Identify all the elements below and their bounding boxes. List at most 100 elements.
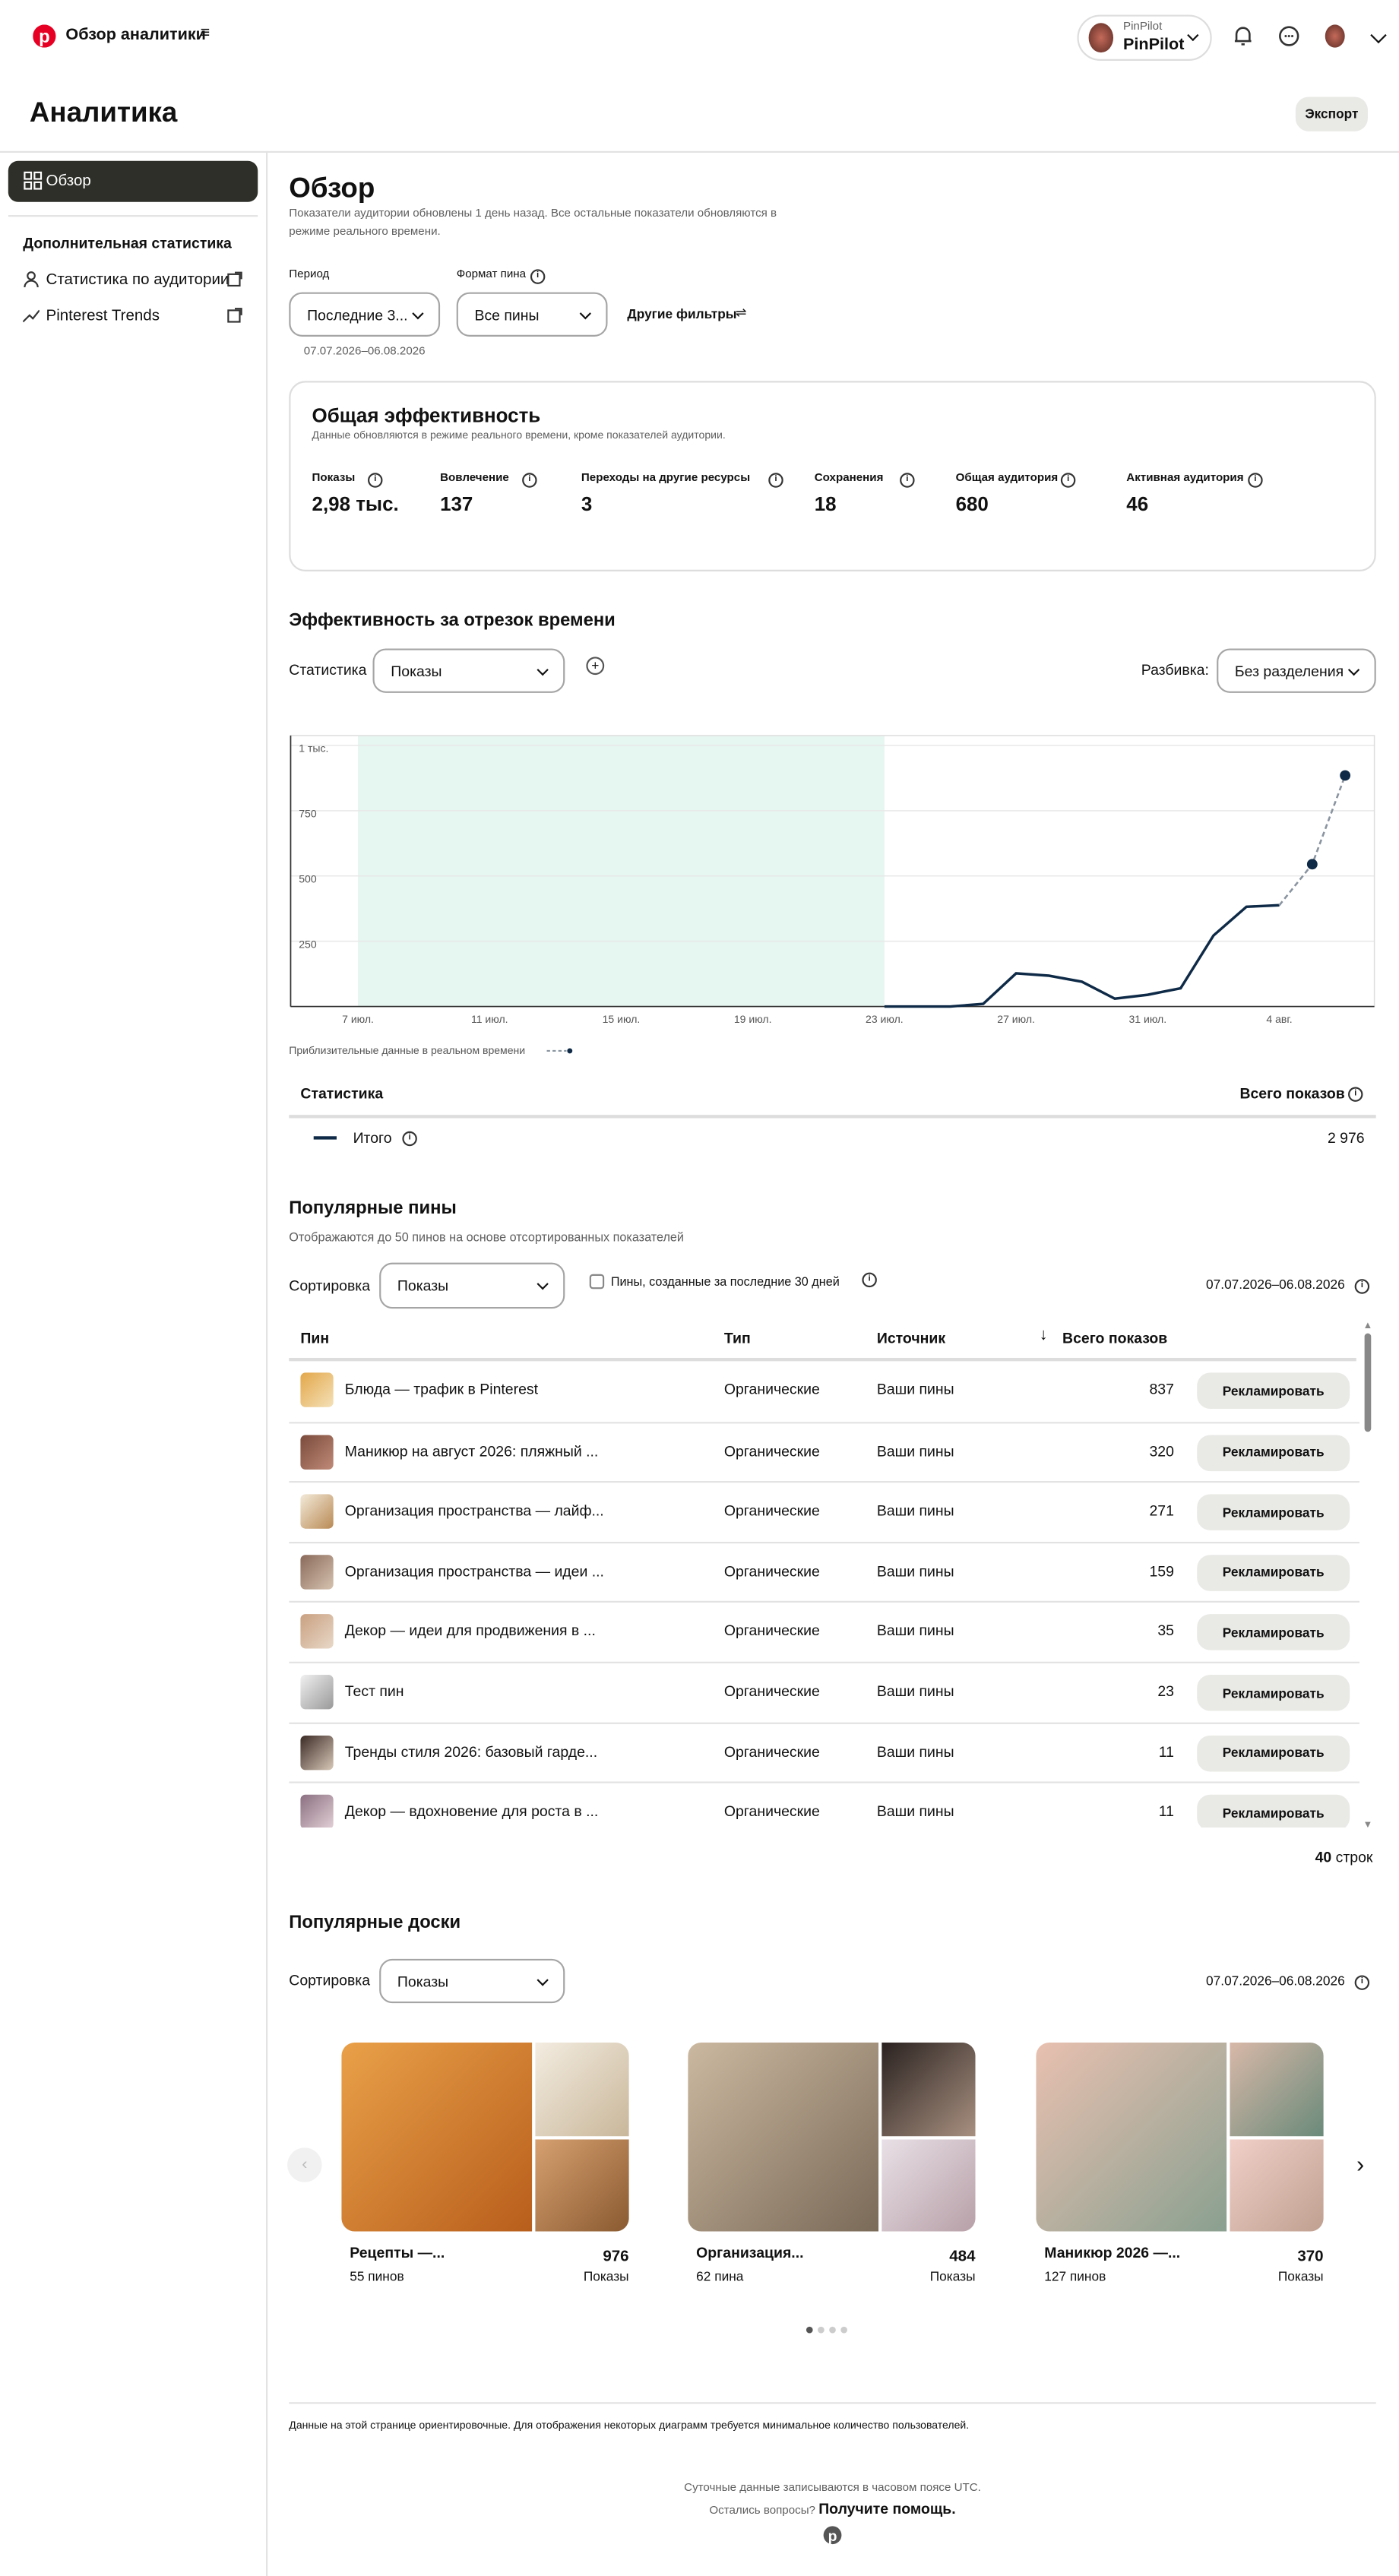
nav-overview[interactable]: Обзор [46,172,91,191]
divider [289,2402,1376,2404]
promote-button[interactable]: Рекламировать [1197,1494,1350,1531]
board-pins: 55 пинов [350,2269,404,2284]
expand[interactable] [1370,27,1387,44]
checkbox[interactable] [589,1274,605,1290]
pin-name[interactable]: Маникюр на август 2026: пляжный ... [344,1442,599,1460]
pin-name[interactable]: Декор — идеи для продвижения в ... [344,1622,596,1640]
board-metric: Показы [1277,2269,1324,2284]
carousel-prev[interactable]: ‹ [287,2147,322,2182]
more-filters[interactable]: Другие фильтры [627,307,737,322]
note: Показатели аудитории обновлены 1 день на… [289,208,777,239]
account-switcher[interactable] [1077,14,1212,61]
pin-name[interactable]: Тренды стиля 2026: базовый гарде... [344,1742,598,1760]
pin-total: 35 [1157,1622,1174,1640]
divider [0,150,1399,153]
subtitle: Отображаются до 50 пинов на основе отсор… [289,1229,684,1245]
info-icon[interactable] [522,473,537,488]
info-icon[interactable] [900,473,915,488]
divider [289,1115,1376,1119]
promote-button[interactable]: Рекламировать [1197,1614,1350,1651]
export-button[interactable]: Экспорт [1295,97,1368,131]
col-header: Источник [876,1330,946,1347]
metric-value: 2,98 тыс. [312,492,399,516]
legend-swatch [313,1136,337,1140]
pin-type: Органические [723,1682,820,1700]
pin-row: Организация пространства — лайф... Органи… [289,1481,1360,1541]
section-title: Эффективность за отрезок времени [289,610,616,631]
pin-name[interactable]: Тест пин [344,1682,404,1700]
pin-name[interactable]: Организация пространства — лайф... [344,1502,604,1520]
pin-name[interactable]: Блюда — трафик в Pinterest [344,1381,539,1397]
x-tick-label: 31 июл. [1128,1013,1166,1025]
total: 2 976 [1327,1129,1365,1147]
board-cover [341,2043,533,2232]
label: Сортировка [289,1277,371,1294]
info-icon[interactable] [530,269,546,284]
scroll-down[interactable]: ▼ [1363,1821,1373,1831]
info-icon[interactable] [1354,1279,1370,1294]
nav-active[interactable] [8,160,258,202]
info-icon[interactable] [768,473,783,488]
promote-button[interactable]: Рекламировать [1197,1675,1350,1711]
pin-total: 11 [1158,1802,1174,1820]
pin-type: Органические [723,1442,820,1460]
scrollbar-thumb[interactable] [1364,1333,1372,1432]
period-dropdown[interactable]: Последние 3... [289,292,441,337]
info-icon[interactable] [1060,473,1076,488]
user-icon [24,271,39,288]
promote-button[interactable]: Рекламировать [1197,1735,1350,1771]
promote-button[interactable]: Рекламировать [1197,1372,1350,1409]
promote-button[interactable]: Рекламировать [1197,1434,1350,1471]
info-icon[interactable] [1248,473,1263,488]
pin-name[interactable]: Организация пространства — идеи ... [344,1562,604,1580]
legend-name: Итого [353,1129,392,1147]
board-card[interactable]: Организация... 62 пина 484 Показы [688,2043,976,2289]
metric-label: Общая аудитория [955,473,1059,485]
pin-type: Органические [723,1742,820,1760]
logo[interactable]: p [33,24,56,48]
metric-label: Вовлечение [440,473,509,485]
timezone: Суточные данные записываются в часовом п… [684,2483,981,2495]
x-tick-label: 19 июл. [734,1013,772,1025]
pin-row: Тренды стиля 2026: базовый гарде... Орган… [289,1721,1360,1782]
notifications[interactable] [1232,24,1255,47]
messages[interactable] [1277,24,1300,47]
format-dropdown[interactable]: Все пины [456,292,608,337]
svg-text:p: p [828,2528,837,2545]
profile-avatar[interactable] [1325,24,1345,48]
promote-button[interactable]: Рекламировать [1197,1554,1350,1591]
sort-dropdown[interactable]: Показы [379,1958,565,2004]
board-value: 976 [603,2248,629,2266]
breakdown-dropdown[interactable]: Без разделения [1217,648,1376,693]
pin-type: Органические [723,1622,820,1640]
label: Сортировка [289,1972,371,1989]
board-image [1230,2138,1324,2232]
info-icon[interactable] [1348,1087,1363,1102]
help-link[interactable]: Получите помощь. [818,2500,956,2517]
board-name: Маникюр 2026 —... [1044,2244,1181,2261]
estimate-zone [358,736,885,1007]
promote-button[interactable]: Рекламировать [1197,1795,1350,1828]
info-icon[interactable] [862,1272,877,1288]
info-icon[interactable] [1354,1975,1370,1990]
menu-icon[interactable]: ≡ [200,24,210,43]
sort-dropdown[interactable]: Показы [379,1262,565,1309]
pin-row: Блюда — трафик в Pinterest Органические Ва… [289,1361,1359,1421]
sort-arrow[interactable]: ↓ [1039,1326,1048,1345]
metric-value: 3 [581,492,593,516]
info-icon[interactable] [402,1131,417,1147]
scroll-up[interactable]: ▲ [1363,1321,1373,1332]
carousel-next[interactable]: › [1356,2150,1365,2178]
nav-link[interactable]: Pinterest Trends [46,307,160,325]
stat-dropdown[interactable]: Показы [372,648,565,693]
board-card[interactable]: Рецепты —... 55 пинов 976 Показы [341,2043,629,2289]
row-count: 40 строк [1315,1849,1373,1866]
add-metric[interactable]: + [586,657,605,676]
info-icon[interactable] [368,473,383,488]
pin-type: Органические [723,1802,820,1820]
pin-source: Ваши пины [876,1562,954,1580]
pin-name[interactable]: Декор — вдохновение для роста в ... [344,1802,599,1820]
nav-link[interactable]: Статистика по аудитории [46,271,229,290]
carousel-dots [806,2326,847,2334]
board-card[interactable]: Маникюр 2026 —... 127 пинов 370 Показы [1036,2043,1324,2289]
